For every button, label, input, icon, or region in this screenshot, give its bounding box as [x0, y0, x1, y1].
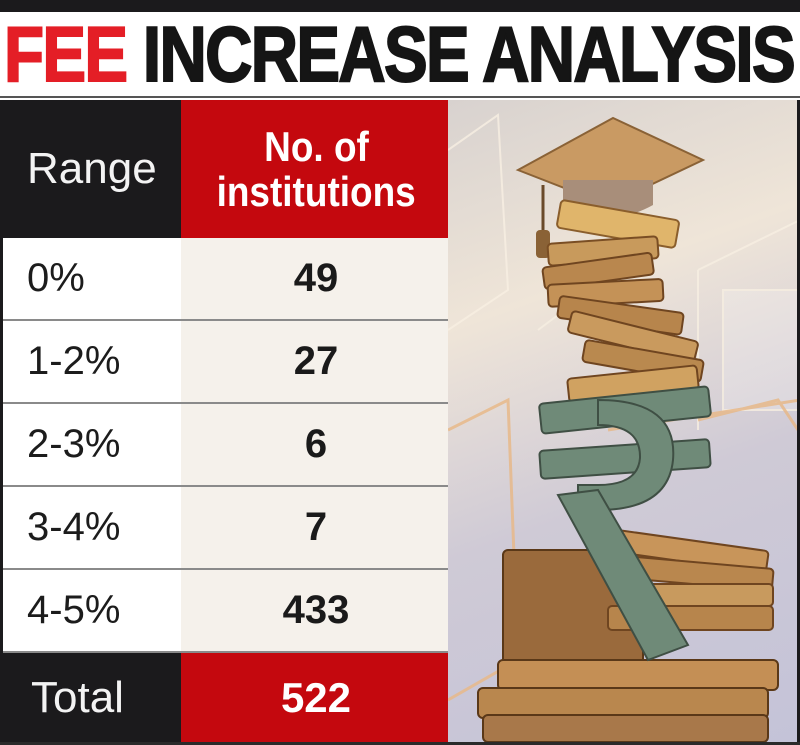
row-count: 6 [181, 404, 451, 487]
illustration-art [448, 113, 797, 742]
row-count: 7 [181, 487, 451, 570]
row-range: 4-5% [3, 570, 181, 653]
total-label: Total [3, 653, 181, 742]
row-count: 433 [181, 570, 451, 653]
top-bar [0, 0, 800, 12]
fee-increase-table: Range No. of institutions 0% 49 1-2% 27 … [0, 100, 451, 742]
total-count: 522 [181, 653, 451, 742]
row-range: 0% [3, 238, 181, 321]
page-title: FEE INCREASE ANALYSIS [3, 14, 796, 94]
row-count: 27 [181, 321, 451, 404]
rupee-icon [538, 385, 712, 662]
bottom-border [0, 742, 800, 745]
row-range: 3-4% [3, 487, 181, 570]
illustration [448, 100, 800, 742]
title-highlight: FEE [3, 10, 129, 98]
header-institutions-line2: institutions [216, 168, 416, 215]
header-institutions: No. of institutions [181, 100, 451, 238]
row-range: 2-3% [3, 404, 181, 487]
title-band: FEE INCREASE ANALYSIS [0, 12, 800, 98]
row-count: 49 [181, 238, 451, 321]
header-range: Range [3, 100, 181, 238]
header-institutions-line1: No. of [263, 122, 369, 170]
title-rest: INCREASE ANALYSIS [142, 10, 796, 98]
row-range: 1-2% [3, 321, 181, 404]
